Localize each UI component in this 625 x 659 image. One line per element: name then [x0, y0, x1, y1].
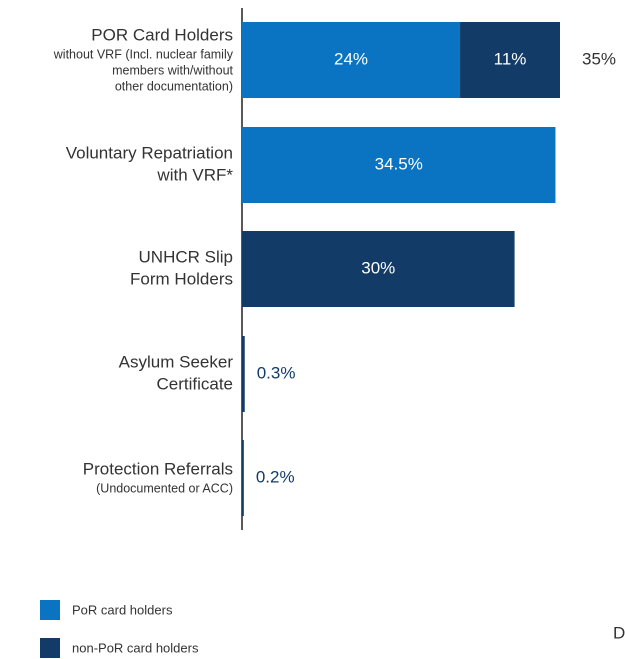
value-label: 24% — [334, 49, 368, 68]
category-label: members with/without — [112, 63, 233, 77]
bar-segment — [242, 22, 461, 98]
category-label: Protection Referrals — [83, 459, 233, 478]
category-label: without VRF (Incl. nuclear family — [53, 47, 234, 61]
value-label: 0.3% — [257, 363, 296, 382]
edge-text: D — [613, 623, 625, 642]
value-label: 0.2% — [256, 467, 295, 486]
value-label: 34.5% — [375, 154, 423, 173]
category-label: Asylum Seeker — [119, 352, 234, 371]
category-label: Form Holders — [130, 269, 233, 288]
legend-swatch — [40, 638, 60, 658]
bar-segment — [242, 127, 556, 203]
value-label: 30% — [361, 258, 395, 277]
category-label: POR Card Holders — [91, 25, 233, 44]
category-label: Voluntary Repatriation — [66, 143, 233, 162]
category-label: other documentation) — [115, 79, 233, 93]
legend-swatch — [40, 600, 60, 620]
value-label: 11% — [494, 49, 527, 68]
bar-segment — [242, 231, 515, 307]
total-label: 35% — [582, 49, 616, 68]
bar-segment — [242, 336, 245, 412]
category-label: with VRF* — [156, 165, 233, 184]
legend-label: PoR card holders — [72, 602, 173, 617]
category-label: (Undocumented or ACC) — [96, 481, 233, 495]
bar-segment — [460, 22, 560, 98]
category-label: Certificate — [156, 374, 233, 393]
legend-label: non-PoR card holders — [72, 640, 199, 655]
category-label: UNHCR Slip — [139, 247, 233, 266]
bar-segment — [242, 440, 244, 516]
